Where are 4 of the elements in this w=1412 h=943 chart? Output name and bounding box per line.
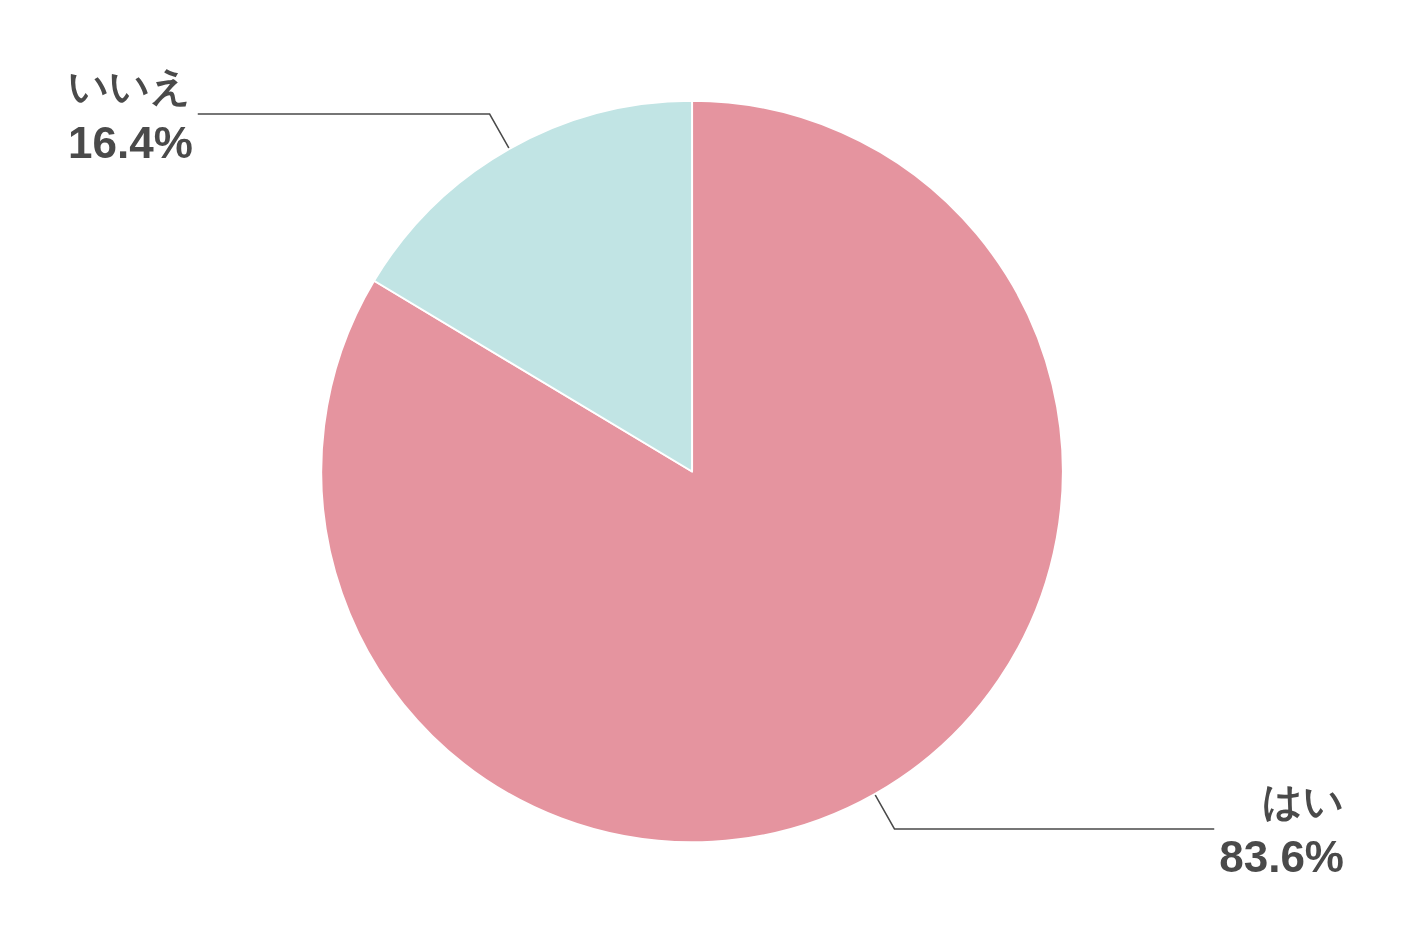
slice-label: いいえ	[68, 63, 191, 110]
slice-label: はい	[1262, 777, 1344, 824]
data-label: 83.6%	[1219, 832, 1344, 882]
data-label: 16.4%	[68, 117, 193, 167]
